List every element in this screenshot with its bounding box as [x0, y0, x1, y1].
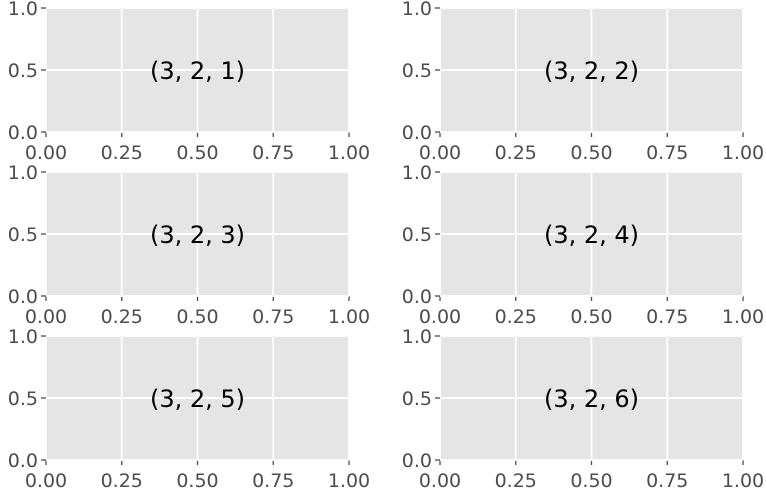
x-tick-label: 0.25 [101, 470, 143, 492]
y-tick-label: 1.0 [402, 162, 432, 184]
y-tick-label: 0.5 [8, 388, 38, 410]
x-tick-label: 0.50 [570, 470, 612, 492]
y-tick-label: 0.5 [402, 388, 432, 410]
x-tick-label: 0.00 [25, 306, 67, 328]
x-tick-label: 0.00 [419, 470, 461, 492]
y-tick-label: 0.0 [8, 286, 38, 308]
y-tick-label: 0.5 [8, 224, 38, 246]
y-tick-label: 0.0 [8, 122, 38, 144]
y-tick-label: 1.0 [8, 326, 38, 348]
x-tick-label: 0.25 [495, 470, 537, 492]
x-tick-label: 0.50 [570, 306, 612, 328]
x-tick-label: 1.00 [722, 142, 764, 164]
x-tick-label: 0.50 [176, 142, 218, 164]
x-tick-label: 1.00 [722, 470, 764, 492]
x-tick-label: 0.25 [495, 306, 537, 328]
y-tick-label: 1.0 [402, 0, 432, 20]
x-tick-label: 0.75 [252, 306, 294, 328]
y-tick-label: 0.0 [8, 450, 38, 472]
subplot-annotation: (3, 2, 3) [150, 221, 245, 249]
y-tick-label: 0.0 [402, 122, 432, 144]
x-tick-label: 1.00 [328, 142, 370, 164]
x-tick-label: 0.00 [25, 142, 67, 164]
y-tick-label: 0.5 [402, 60, 432, 82]
x-tick-label: 0.75 [646, 306, 688, 328]
y-tick-label: 1.0 [402, 326, 432, 348]
x-tick-label: 0.75 [646, 470, 688, 492]
x-tick-label: 0.25 [101, 142, 143, 164]
x-tick-label: 0.50 [570, 142, 612, 164]
x-tick-label: 1.00 [328, 306, 370, 328]
x-tick-label: 0.75 [252, 470, 294, 492]
x-tick-label: 1.00 [722, 306, 764, 328]
x-tick-label: 0.25 [101, 306, 143, 328]
x-tick-label: 0.50 [176, 470, 218, 492]
subplot-annotation: (3, 2, 5) [150, 385, 245, 413]
subplot-annotation: (3, 2, 2) [544, 57, 639, 85]
x-tick-label: 0.50 [176, 306, 218, 328]
subplot-annotation: (3, 2, 1) [150, 57, 245, 85]
subplot-annotation: (3, 2, 4) [544, 221, 639, 249]
x-tick-label: 1.00 [328, 470, 370, 492]
y-tick-label: 1.0 [8, 0, 38, 20]
y-tick-label: 0.5 [8, 60, 38, 82]
y-tick-label: 0.0 [402, 286, 432, 308]
x-tick-label: 0.00 [419, 306, 461, 328]
x-tick-label: 0.25 [495, 142, 537, 164]
x-tick-label: 0.00 [419, 142, 461, 164]
x-tick-label: 0.00 [25, 470, 67, 492]
y-tick-label: 1.0 [8, 162, 38, 184]
x-tick-label: 0.75 [646, 142, 688, 164]
y-tick-label: 0.5 [402, 224, 432, 246]
y-tick-label: 0.0 [402, 450, 432, 472]
x-tick-label: 0.75 [252, 142, 294, 164]
subplot-annotation: (3, 2, 6) [544, 385, 639, 413]
